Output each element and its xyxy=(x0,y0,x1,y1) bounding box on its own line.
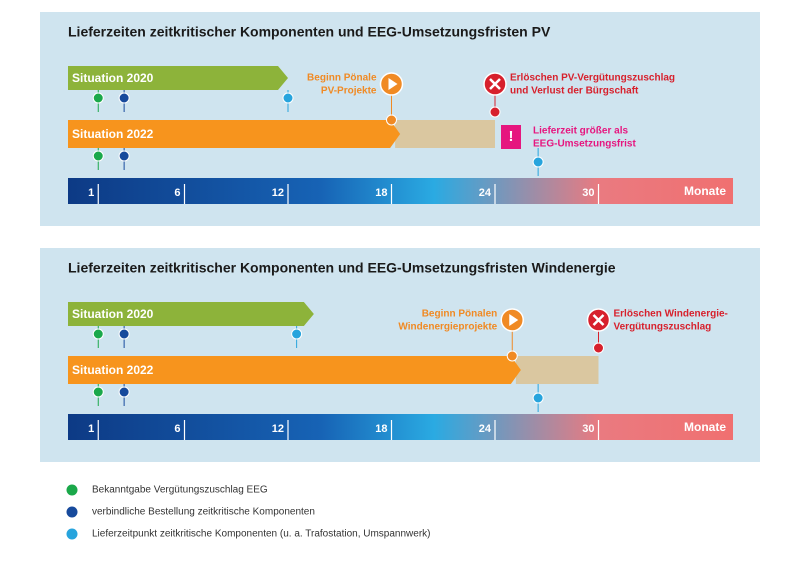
pin xyxy=(92,150,104,162)
tick-label: 24 xyxy=(479,187,492,199)
situation-bar xyxy=(68,66,288,90)
annotation-text: EEG-Umsetzungsfrist xyxy=(533,139,636,150)
situation-bar xyxy=(68,356,521,384)
play-icon xyxy=(509,314,519,326)
situation-bar xyxy=(68,302,314,326)
tick-label: 12 xyxy=(272,187,284,199)
annotation-text: Beginn Pönale xyxy=(307,73,377,84)
annotation-text: Windenergieprojekte xyxy=(398,322,497,333)
timeline xyxy=(68,414,733,440)
warn-icon xyxy=(501,125,521,149)
situation-label: Situation 2022 xyxy=(72,363,154,377)
situation-label: Situation 2022 xyxy=(72,127,154,141)
pin xyxy=(118,92,130,104)
extension-bar xyxy=(515,356,599,384)
annotation-text: Erlöschen PV-Vergütungszuschlag xyxy=(510,73,675,84)
tick-label: 18 xyxy=(375,187,387,199)
legend-swatch xyxy=(66,506,78,518)
pin xyxy=(118,150,130,162)
legend-label: verbindliche Bestellung zeitkritische Ko… xyxy=(92,507,315,518)
tick-label: 30 xyxy=(582,423,594,435)
warn-mark: ! xyxy=(509,128,514,145)
x-icon xyxy=(489,78,501,90)
tick-label: 1 xyxy=(88,423,94,435)
tick-label: 12 xyxy=(272,423,284,435)
situation-label: Situation 2020 xyxy=(72,307,154,321)
pin xyxy=(532,156,544,168)
legend-label: Lieferzeitpunkt zeitkritische Komponente… xyxy=(92,529,431,540)
pin xyxy=(118,386,130,398)
pin xyxy=(532,392,544,404)
annotation-text: Lieferzeit größer als xyxy=(533,126,628,137)
x-icon xyxy=(592,314,605,326)
unit-label: Monate xyxy=(684,420,726,434)
tick-label: 18 xyxy=(375,423,387,435)
annotation-text: Vergütungszuschlag xyxy=(614,322,712,333)
tick-label: 24 xyxy=(479,423,492,435)
legend-swatch xyxy=(66,484,78,496)
play-icon xyxy=(388,78,398,90)
situation-label: Situation 2020 xyxy=(72,71,154,85)
legend-swatch xyxy=(66,528,78,540)
annotation-text: Erlöschen Windenergie- xyxy=(614,309,728,320)
annotation-text: PV-Projekte xyxy=(321,86,377,97)
unit-label: Monate xyxy=(684,184,726,198)
pin xyxy=(282,92,294,104)
pin xyxy=(92,328,104,340)
pin xyxy=(92,92,104,104)
extension-bar xyxy=(395,120,495,148)
legend-label: Bekanntgabe Vergütungszuschlag EEG xyxy=(92,485,268,496)
pin xyxy=(92,386,104,398)
annotation-dot xyxy=(506,350,518,362)
timeline xyxy=(68,178,733,204)
annotation-dot xyxy=(489,106,501,118)
annotation-text: Beginn Pönalen xyxy=(422,309,498,320)
pin xyxy=(118,328,130,340)
pin xyxy=(291,328,303,340)
tick-label: 6 xyxy=(174,423,180,435)
annotation-text: und Verlust der Bürgschaft xyxy=(510,86,639,97)
situation-bar xyxy=(68,120,401,148)
annotation-dot xyxy=(593,342,604,354)
tick-label: 1 xyxy=(88,187,94,199)
tick-label: 6 xyxy=(174,187,180,199)
tick-label: 30 xyxy=(582,187,594,199)
panel-title: Lieferzeiten zeitkritischer Komponenten … xyxy=(68,24,551,40)
annotation-dot xyxy=(386,114,397,126)
panel-title: Lieferzeiten zeitkritischer Komponenten … xyxy=(68,260,616,276)
